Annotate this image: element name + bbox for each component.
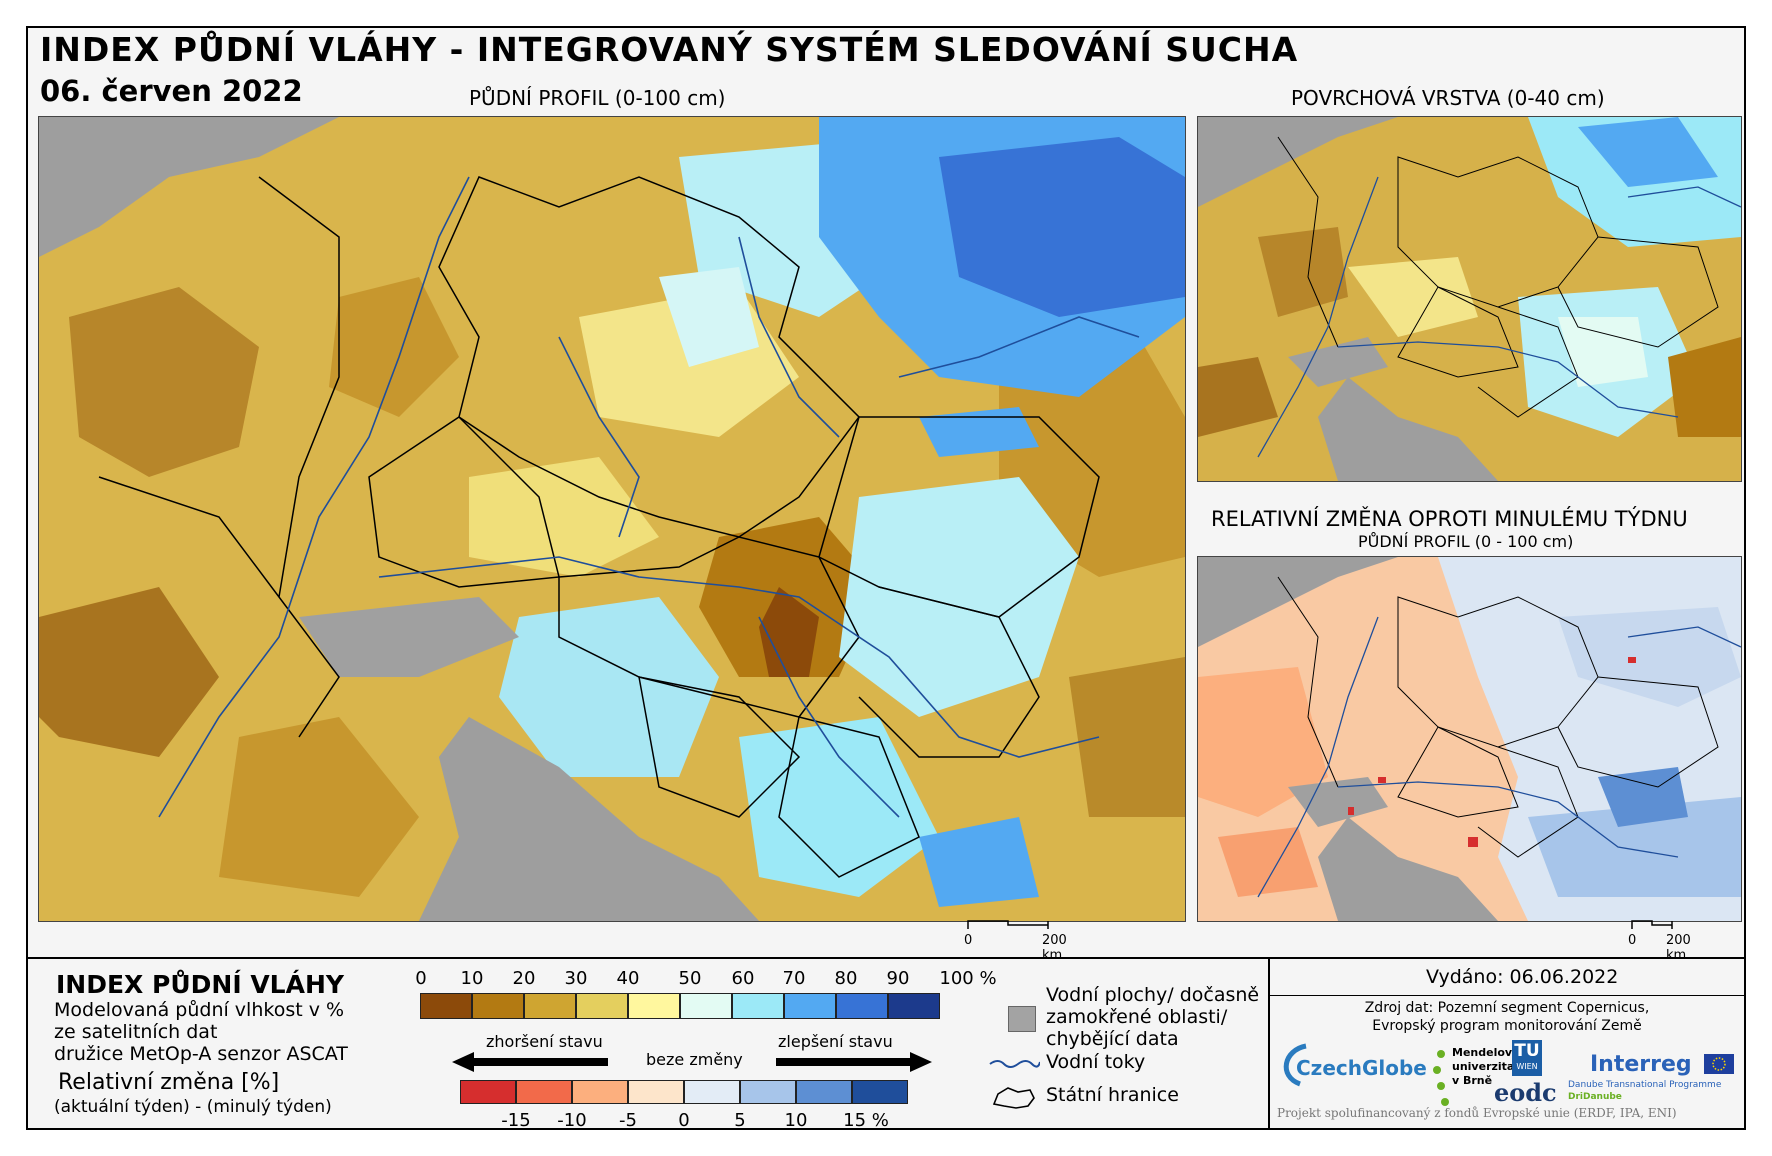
key-water-line1: Vodní plochy/ dočasně [1046,984,1260,1006]
index-tick-50: 50 [678,968,702,989]
main-map-title: PŮDNÍ PROFIL (0-100 cm) [469,86,726,110]
eodc-logo: eodc [1494,1078,1557,1107]
rel-swatch-5 [740,1080,796,1104]
change-map-subtitle: PŮDNÍ PROFIL (0 - 100 cm) [1358,532,1574,551]
border-outline-icon [992,1087,1035,1109]
index-tick-20: 20 [512,968,536,989]
info-separator [1270,995,1746,996]
issued-date: Vydáno: 06.06.2022 [1426,966,1619,988]
interreg-programme: Danube Transnational Programme [1568,1080,1722,1090]
source-line1: Zdroj dat: Pozemní segment Copernicus, [1364,1000,1650,1016]
index-tick-90: 90 [886,968,910,989]
rel-tick-5: 5 [734,1110,746,1131]
rel-swatch-6 [796,1080,852,1104]
index-swatch-6 [732,993,784,1019]
rel-tick-0: 0 [678,1110,690,1131]
index-swatch-0 [420,993,472,1019]
tu-wien-logo: TU WIEN [1512,1040,1542,1076]
legend-desc-line3: družice MetOp-A senzor ASCAT [54,1043,348,1065]
surface-map-title: POVRCHOVÁ VRSTVA (0-40 cm) [1291,86,1605,110]
legend-title: INDEX PŮDNÍ VLÁHY [56,970,344,999]
rel-tick-10: 10 [784,1110,808,1131]
key-water-line2: zamokřené oblasti/ [1046,1006,1228,1028]
main-soil-moisture-map[interactable] [38,116,1186,922]
mendel-logo-line2: univerzita [1452,1060,1515,1073]
index-tick-100: 100 % [939,968,997,989]
tu-wien-logo-tu: TU [1514,1041,1540,1061]
legend-panel [26,957,1746,1130]
change-direction-arrows [452,1052,932,1072]
mendel-logo-line3: v Brně [1452,1074,1493,1087]
river-line-icon [989,1060,1040,1068]
funding-footer: Projekt spolufinancovaný z fondů Evropsk… [1277,1106,1677,1120]
key-water-line3: chybějící data [1046,1028,1179,1050]
rel-swatch-3 [628,1080,684,1104]
rel-swatch-2 [572,1080,628,1104]
index-tick-80: 80 [834,968,858,989]
arrow-worse-label: zhoršení stavu [486,1032,603,1051]
index-swatch-2 [524,993,576,1019]
rel-swatch-1 [516,1080,572,1104]
tu-wien-logo-wien: WIEN [1516,1062,1538,1071]
main-scale-zero: 0 [964,933,973,948]
change-scale-label: 200 km [1666,933,1691,963]
index-swatch-7 [784,993,836,1019]
czechglobe-logo: CzechGlobe [1296,1056,1427,1080]
index-tick-40: 40 [616,968,640,989]
legend-divider [1268,957,1270,1130]
legend-desc-line2: ze satelitních dat [54,1021,218,1043]
surface-moisture-map[interactable] [1197,116,1742,482]
change-map-title: RELATIVNÍ ZMĚNA OPROTI MINULÉMU TÝDNU [1211,507,1688,531]
index-swatch-5 [680,993,732,1019]
page-title: INDEX PŮDNÍ VLÁHY - INTEGROVANÝ SYSTÉM S… [40,30,1299,69]
rel-swatch-4 [684,1080,740,1104]
arrow-better-label: zlepšení stavu [778,1032,893,1051]
relative-change-map[interactable] [1197,556,1742,922]
interreg-project: DriDanube [1568,1092,1622,1102]
rel-tick-minus10: -10 [557,1110,587,1131]
index-swatch-4 [628,993,680,1019]
index-tick-0: 0 [415,968,427,989]
index-tick-60: 60 [731,968,755,989]
index-swatch-9 [888,993,940,1019]
rel-tick-minus15: -15 [501,1110,531,1131]
issue-date: 06. červen 2022 [40,74,303,108]
index-tick-10: 10 [460,968,484,989]
index-tick-30: 30 [564,968,588,989]
rel-swatch-7 [852,1080,908,1104]
legend-relative-subtitle: (aktuální týden) - (minulý týden) [54,1097,332,1117]
mendel-logo-line1: Mendelova [1452,1046,1520,1059]
index-swatch-1 [472,993,524,1019]
mendel-logo: Mendelova univerzita v Brně [1452,1046,1520,1088]
legend-desc-line1: Modelovaná půdní vlhkost v % [54,999,345,1021]
source-line2: Evropský program monitorování Země [1372,1018,1642,1034]
index-swatch-3 [576,993,628,1019]
rel-tick-15: 15 % [843,1110,889,1131]
change-scale-zero: 0 [1628,933,1637,948]
interreg-logo: Interreg [1590,1052,1692,1077]
legend-relative-title: Relativní změna [%] [58,1070,280,1095]
key-rivers: Vodní toky [1046,1051,1146,1073]
rel-swatch-0 [460,1080,516,1104]
eu-flag-icon [1704,1054,1734,1074]
czechglobe-swoosh-icon [1283,1043,1307,1087]
key-borders: Státní hranice [1046,1084,1179,1106]
main-scale-label: 200 km [1042,933,1067,963]
arrow-none-label: beze změny [646,1050,743,1069]
water-area-swatch [1008,1006,1036,1032]
index-tick-70: 70 [782,968,806,989]
index-swatch-8 [836,993,888,1019]
rel-tick-minus5: -5 [619,1110,637,1131]
